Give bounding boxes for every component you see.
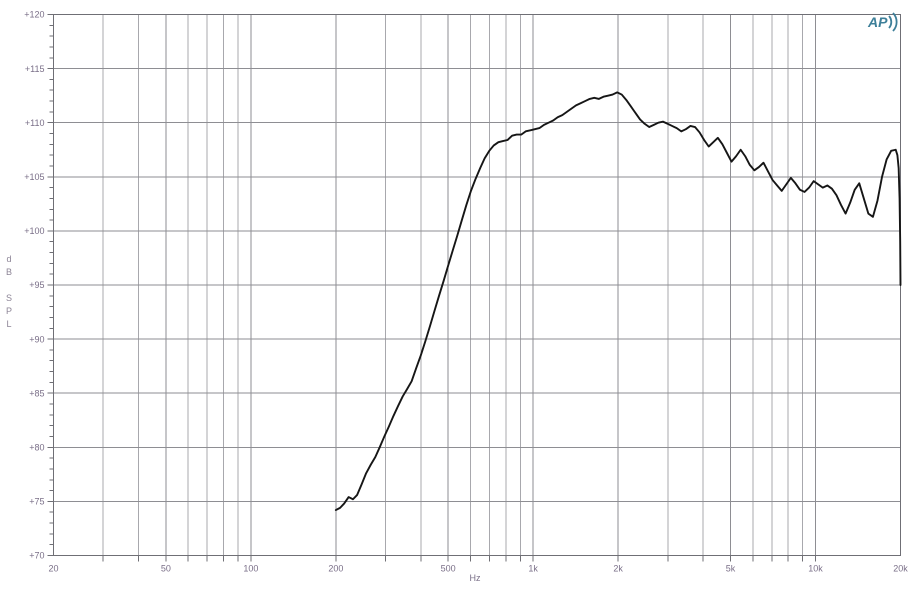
y-axis-title-letter: P <box>6 306 12 316</box>
y-tick-label: +120 <box>24 10 44 20</box>
y-axis-title-letter: S <box>6 293 12 303</box>
x-axis-title: Hz <box>470 573 481 583</box>
x-tick-label: 1k <box>528 564 538 574</box>
x-tick-label: 10k <box>808 564 823 574</box>
y-axis-title: dB SPL <box>6 254 12 329</box>
y-tick-label: +95 <box>29 280 44 290</box>
ap-logo-arc-inner <box>888 15 893 29</box>
y-tick-label: +70 <box>29 551 44 561</box>
y-tick-label: +80 <box>29 443 44 453</box>
y-tick-label: +100 <box>24 226 44 236</box>
y-tick-label: +115 <box>25 64 45 74</box>
x-tick-label: 5k <box>726 564 736 574</box>
x-axis-tick-labels: 20 50 100 200 500 1k 2k 5k 10k 20k <box>48 564 908 574</box>
x-tick-label: 50 <box>161 564 171 574</box>
ap-logo-text: AP <box>867 14 888 30</box>
x-tick-label: 500 <box>441 564 456 574</box>
y-tick-label: +75 <box>29 497 44 507</box>
y-axis-tick-labels: +70 +75 +80 +85 +90 +95 +100 +105 +110 +115 +120 <box>24 10 44 561</box>
x-tick-label: 20 <box>48 564 58 574</box>
major-gridlines <box>53 14 901 556</box>
y-axis-title-letter: L <box>6 319 11 329</box>
ap-logo-arc-outer <box>892 12 898 32</box>
axis-tickmarks <box>47 14 817 562</box>
y-axis-title-letter: d <box>6 254 11 264</box>
y-tick-label: +90 <box>29 334 44 344</box>
x-tick-label: 20k <box>893 564 908 574</box>
spl-trace <box>334 91 902 512</box>
y-axis-title-letter: B <box>6 267 12 277</box>
y-tick-label: +105 <box>24 172 44 182</box>
x-tick-label: 2k <box>613 564 623 574</box>
y-tick-label: +110 <box>25 118 45 128</box>
x-tick-label: 100 <box>243 564 258 574</box>
x-tick-label: 200 <box>328 564 343 574</box>
spl-curve <box>334 91 902 512</box>
y-tick-label: +85 <box>29 388 44 398</box>
ap-logo: AP <box>867 12 898 32</box>
